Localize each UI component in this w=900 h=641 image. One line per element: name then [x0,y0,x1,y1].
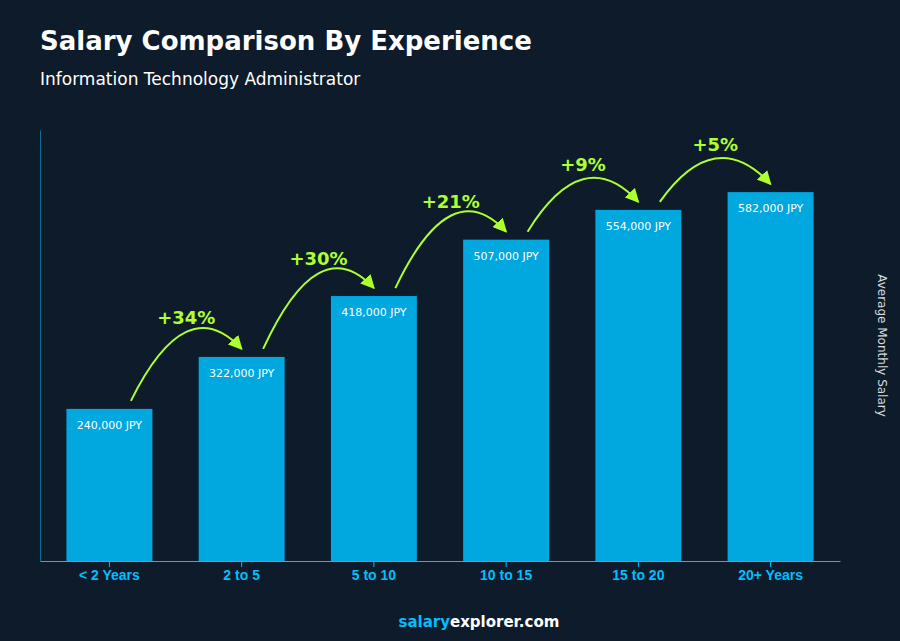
bar [66,409,152,561]
data-label: 322,000 JPY [209,367,275,380]
data-labels: 240,000 JPY 322,000 JPY 418,000 JPY 507,000… [77,202,804,432]
data-label: 507,000 JPY [473,250,539,263]
x-axis: < 2 Years 2 to 5 5 to 10 10 to 15 15 to 20 20… [41,561,841,583]
bar [595,210,681,561]
y-axis-title: Average Monthly Salary [875,274,889,417]
x-tick: 15 to 20 [612,561,664,583]
annotation-arrow [131,328,242,401]
x-tick: 10 to 15 [480,561,532,583]
x-tick: 2 to 5 [223,561,260,583]
y-axis-line [40,131,41,562]
x-tick: 5 to 10 [352,561,397,583]
annotation-arrow [263,268,374,349]
x-axis-line [41,561,841,562]
footer: explorer.com [450,613,559,631]
annotations: +34% +30% +21% +9% +5% [131,134,771,401]
x-tick: 20+ Years [738,561,803,583]
annotation: +5% [692,134,738,155]
footer: salary [399,613,451,631]
title: Salary Comparison By Experience [40,26,532,56]
subtitle: Information Technology Administrator [40,69,360,89]
x-tick: < 2 Years [79,561,140,583]
bars [66,192,813,561]
x-tick-label: 15 to 20 [612,567,664,583]
y-axis [40,131,41,562]
bar [331,296,417,561]
annotation-arrow [660,158,771,202]
bar [463,240,549,561]
data-label: 418,000 JPY [341,306,407,319]
x-tick-label: 10 to 15 [480,567,532,583]
x-tick-label: 5 to 10 [352,567,397,583]
annotation-arrow [395,211,506,288]
plot: < 2 Years 2 to 5 5 to 10 10 to 15 15 to 20 20… [41,131,841,583]
annotation-arrow [528,178,639,232]
data-label: 240,000 JPY [77,419,143,432]
chart: < 2 Years 2 to 5 5 to 10 10 to 15 15 to 20 20… [0,0,900,641]
data-label: 554,000 JPY [606,220,672,233]
annotation: +9% [560,154,606,175]
x-tick-label: < 2 Years [79,567,140,583]
bar [728,192,814,561]
annotation: +21% [422,191,480,212]
background [0,0,900,641]
x-tick-label: 20+ Years [738,567,803,583]
bar [199,357,285,561]
data-label: 582,000 JPY [738,202,804,215]
x-tick-label: 2 to 5 [223,567,260,583]
annotation: +30% [289,248,347,269]
annotation: +34% [157,307,215,328]
